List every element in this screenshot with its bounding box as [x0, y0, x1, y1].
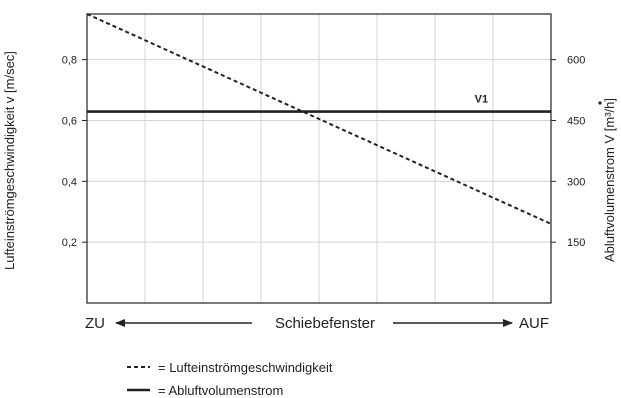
velocity-line	[86, 13, 552, 225]
y-left-tick-label: 0,4	[62, 176, 77, 188]
plot-border	[86, 13, 552, 304]
grid	[87, 14, 551, 303]
x-left-label: ZU	[85, 315, 105, 332]
y-left-tick-label: 0,2	[62, 237, 77, 249]
y-left-tick-label: 0,6	[62, 115, 77, 127]
legend-entry-velocity: = Lufteinströmgeschwindigkeit	[158, 360, 333, 375]
v-dot-marker	[598, 101, 602, 105]
y-right-tick-label: 450	[567, 115, 585, 127]
y-left-axis-label: Lufteinströmgeschwindigkeit v [m/sec]	[2, 51, 17, 270]
y-right-tick-label: 300	[567, 176, 585, 188]
y-right-axis: 150 300 450 600	[551, 55, 585, 249]
legend-entry-volume: = Abluftvolumenstrom	[158, 383, 283, 398]
x-center-label: Schiebefenster	[275, 315, 375, 332]
y-right-tick-label: 150	[567, 237, 585, 249]
y-left-tick-label: 0,8	[62, 55, 77, 67]
series-label-v1: V1	[475, 94, 488, 106]
y-right-tick-label: 600	[567, 55, 585, 67]
plot-frame	[86, 13, 552, 304]
y-right-axis-label: Abluftvolumenstrom V [m³/h]	[602, 98, 617, 262]
series: V1	[86, 13, 552, 225]
y-left-axis: 0,2 0,4 0,6 0,8	[62, 55, 87, 249]
x-right-label: AUF	[519, 315, 549, 332]
